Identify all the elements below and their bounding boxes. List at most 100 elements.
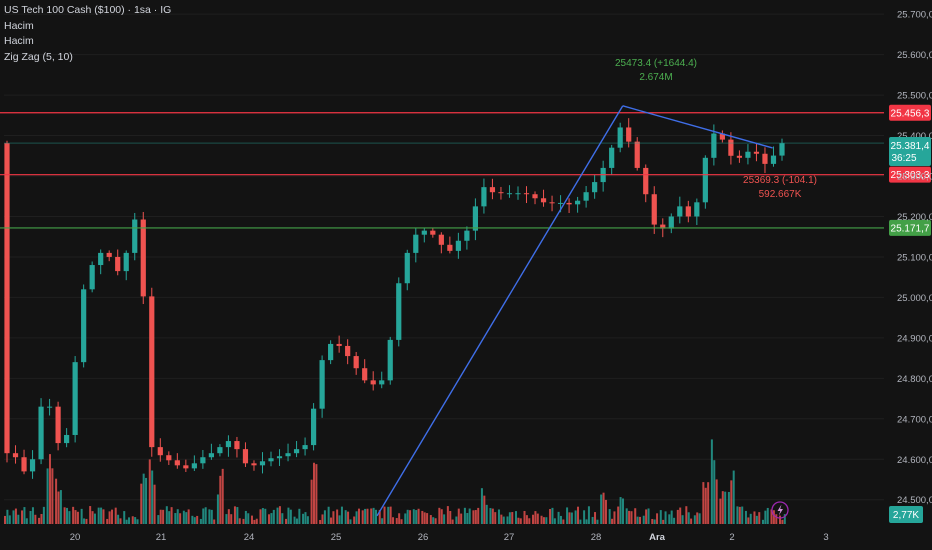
volume-bar <box>174 513 177 524</box>
volume-bar <box>532 514 535 524</box>
volume-bar <box>628 510 631 524</box>
last-price-badge <box>889 137 931 166</box>
candle-body <box>532 194 538 199</box>
lightning-icon[interactable] <box>771 501 789 519</box>
volume-bar <box>381 518 384 524</box>
x-tick-label: 24 <box>244 532 255 543</box>
volume-bar <box>134 517 137 524</box>
candle-body <box>46 406 53 408</box>
volume-bar <box>210 509 213 524</box>
volume-bar <box>108 511 111 524</box>
volume-bar <box>110 509 113 524</box>
volume-bar <box>306 516 309 524</box>
volume-bar <box>361 510 364 524</box>
candle-body <box>592 182 598 193</box>
candle-body <box>566 202 572 205</box>
volume-bar <box>668 514 671 524</box>
volume-bar <box>741 506 744 524</box>
candle-body <box>370 380 376 385</box>
candle-body <box>515 193 521 195</box>
volume-bar <box>494 512 497 524</box>
candle-body <box>21 457 27 472</box>
volume-bar <box>106 518 109 524</box>
volume-bar <box>347 511 350 524</box>
volume-bar <box>687 512 690 524</box>
candle-body <box>251 463 257 466</box>
volume-bar <box>536 513 539 524</box>
volume-bar <box>202 508 205 524</box>
candle-body <box>643 167 649 195</box>
y-tick-label: 25.000,0 <box>897 293 932 304</box>
indicator-zigzag[interactable]: Zig Zag (5, 10) <box>4 50 73 63</box>
volume-bar <box>744 510 747 524</box>
volume-bar <box>423 512 426 524</box>
volume-bar <box>574 510 577 524</box>
volume-bar <box>278 506 281 524</box>
symbol-title[interactable]: US Tech 100 Cash ($100) · 1sa · IG <box>4 4 172 16</box>
volume-bar <box>293 516 296 524</box>
volume-bar <box>463 507 466 524</box>
volume-bar <box>119 518 122 524</box>
volume-bar <box>157 515 160 524</box>
volume-bar <box>710 439 713 524</box>
zigzag-segment <box>376 105 624 517</box>
volume-bar <box>432 517 435 524</box>
volume-bar <box>693 515 696 524</box>
candle-body <box>728 139 734 156</box>
volume-bar <box>336 509 339 524</box>
horizontal-lines[interactable]: 25.456,3 25.303,3 25.171,7 <box>0 104 931 236</box>
y-tick-label: 25.300,0 <box>897 172 932 183</box>
volume-bar <box>364 508 367 524</box>
y-tick-label: 24.500,0 <box>897 495 932 506</box>
volume-bar <box>434 518 437 524</box>
candle-countdown: 36:25 <box>891 153 916 164</box>
candle-body <box>89 265 95 290</box>
level-label: 25.303,3 <box>891 170 930 181</box>
volume-bar <box>38 517 41 524</box>
y-tick-label: 25.400,0 <box>897 131 932 142</box>
volume-bar <box>508 512 511 524</box>
volume-bar <box>259 509 262 524</box>
volume-bar <box>355 511 358 524</box>
volume-bar <box>114 507 117 524</box>
volume-bar <box>285 518 288 524</box>
time-axis[interactable]: 20 21 24 25 26 27 28 Ara 2 3 <box>70 532 829 543</box>
volume-bar <box>758 512 761 524</box>
candle-body <box>702 157 708 203</box>
volume-bar <box>270 513 273 524</box>
indicator-volume-1[interactable]: Hacim <box>4 19 34 32</box>
indicator-volume-2[interactable]: Hacim <box>4 35 34 47</box>
volume-bar <box>517 517 520 524</box>
volume-bar <box>128 517 131 524</box>
volume-bar <box>68 511 71 524</box>
candle-body <box>455 240 461 251</box>
volume-bar <box>253 519 256 524</box>
volume-bar <box>85 518 88 524</box>
volume-bar <box>698 513 701 524</box>
candle-body <box>268 458 274 462</box>
volume-bar <box>779 515 781 524</box>
volume-bar <box>587 506 590 524</box>
volume-bar <box>17 514 20 524</box>
volume-bar <box>506 516 509 524</box>
volume-bar <box>185 512 188 524</box>
y-tick-label: 25.100,0 <box>897 252 932 263</box>
volume-bar <box>168 511 171 524</box>
candle-body <box>404 252 410 284</box>
volume-bar <box>557 511 560 524</box>
volume-bar <box>272 509 275 524</box>
volume-bar <box>145 477 148 524</box>
volume-bar <box>485 504 488 524</box>
volume-bar <box>319 519 322 524</box>
candle-body <box>421 230 427 235</box>
price-axis[interactable]: 25.700,0 25.600,0 25.500,0 25.400,0 25.300,0… <box>897 10 932 507</box>
volume-bar <box>713 460 716 524</box>
volume-bar <box>551 507 554 524</box>
volume-bar <box>370 508 373 524</box>
volume-bar <box>451 519 454 524</box>
candle-body <box>617 127 623 148</box>
volume-bar <box>233 506 236 524</box>
candle-body <box>770 155 777 164</box>
